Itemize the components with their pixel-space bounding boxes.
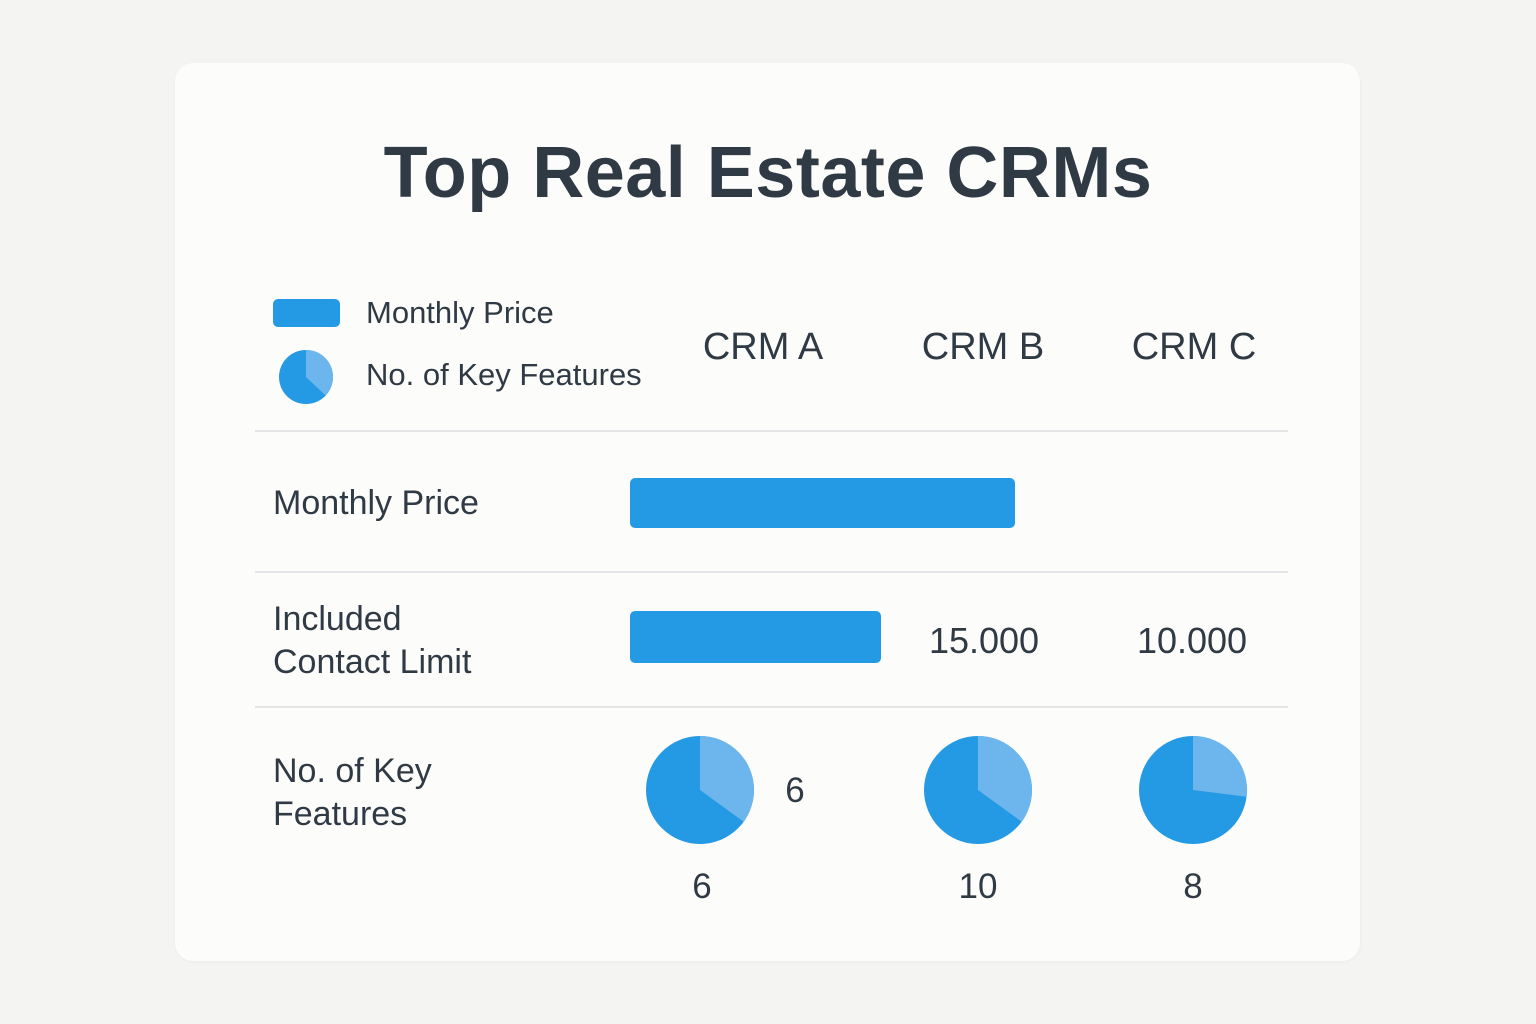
features-pie-crm-c xyxy=(1139,736,1247,844)
monthly-price-bar xyxy=(630,478,1015,528)
features-inline-value-crm-a: 6 xyxy=(785,771,805,810)
features-pie-crm-b-slice-light xyxy=(978,736,1033,822)
chart-title: Top Real Estate CRMs xyxy=(383,133,1153,213)
features-pie-crm-a xyxy=(646,736,755,844)
features-count-crm-b: 10 xyxy=(958,867,998,906)
bar-swatch-icon xyxy=(273,299,340,327)
column-header-crm-c: CRM C xyxy=(1131,326,1257,368)
row-divider xyxy=(255,706,1288,708)
legend-label-key-features: No. of Key Features xyxy=(366,357,642,392)
pie-swatch-icon xyxy=(279,350,333,404)
features-pie-crm-b xyxy=(924,736,1033,844)
column-header-crm-a: CRM A xyxy=(702,326,824,368)
legend-pie-slice-light xyxy=(306,350,333,396)
row-label-key-features: No. of Key Features xyxy=(273,750,432,836)
contact-limit-value-crm-b: 15.000 xyxy=(928,620,1040,661)
features-count-crm-a: 6 xyxy=(692,867,712,906)
row-divider xyxy=(255,571,1288,573)
row-label-line: Features xyxy=(273,795,408,833)
contact-limit-value-crm-c: 10.000 xyxy=(1136,620,1248,661)
row-label-line: Included xyxy=(273,600,402,638)
row-label-line: Contact Limit xyxy=(273,643,472,681)
features-pie-crm-a-slice-light xyxy=(700,736,755,822)
features-pie-crm-c-slice-light xyxy=(1193,736,1247,797)
column-header-crm-b: CRM B xyxy=(921,326,1045,368)
row-label-monthly-price: Monthly Price xyxy=(273,484,479,522)
legend-label-monthly-price: Monthly Price xyxy=(366,295,554,330)
row-label-line: No. of Key xyxy=(273,752,432,790)
row-label-contact-limit: Included Contact Limit xyxy=(273,598,471,684)
row-divider xyxy=(255,430,1288,432)
contact-limit-bar-crm-a xyxy=(630,611,881,663)
features-count-crm-c: 8 xyxy=(1183,867,1203,906)
